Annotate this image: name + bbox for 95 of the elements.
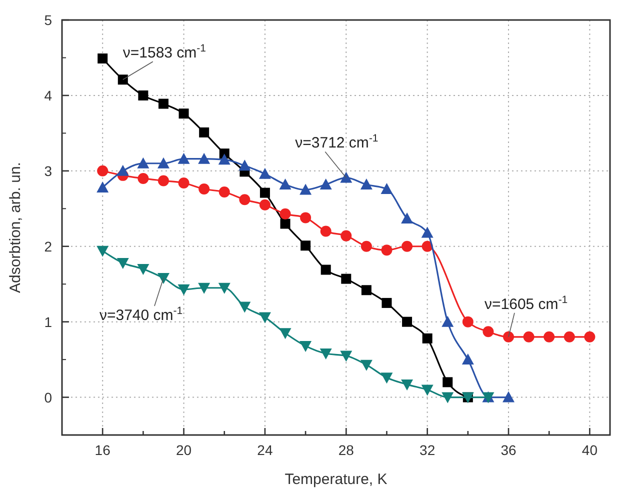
point <box>401 379 414 390</box>
point <box>300 184 312 195</box>
point <box>198 282 210 294</box>
point <box>137 264 150 275</box>
point <box>137 157 150 168</box>
point <box>340 172 352 183</box>
point <box>218 282 230 294</box>
point <box>482 326 494 338</box>
point <box>360 240 372 252</box>
point <box>382 298 392 308</box>
annotation: ν=3740 cm$^{-1}$ <box>99 305 183 324</box>
point <box>178 284 190 296</box>
point <box>462 354 474 365</box>
point <box>360 360 372 371</box>
point <box>422 333 432 344</box>
point <box>360 178 372 190</box>
point <box>380 372 393 384</box>
point <box>98 53 108 64</box>
point <box>502 391 515 402</box>
point <box>300 240 311 251</box>
x-tick-label: 16 <box>94 442 111 458</box>
y-tick-label: 3 <box>44 162 52 179</box>
point <box>258 168 271 179</box>
point <box>523 331 534 342</box>
x-tick-label: 20 <box>176 442 192 458</box>
point <box>96 182 109 193</box>
point <box>421 384 434 396</box>
x-tick-label: 32 <box>420 442 436 458</box>
point <box>178 177 190 188</box>
point <box>118 74 128 85</box>
point <box>178 152 190 164</box>
point <box>320 178 332 190</box>
point <box>401 212 414 224</box>
point <box>218 186 230 198</box>
point <box>442 377 453 388</box>
point <box>198 184 210 195</box>
point <box>260 188 270 198</box>
x-tick-label: 28 <box>338 442 354 458</box>
point <box>402 240 413 252</box>
y-tick-label: 2 <box>44 238 52 254</box>
point <box>320 226 332 237</box>
point <box>158 98 168 109</box>
annotation: ν=1605 cm$^{-1}$ <box>484 294 568 313</box>
point <box>402 316 412 327</box>
point <box>138 90 148 100</box>
y-tick-label: 1 <box>44 314 52 330</box>
point <box>462 316 474 328</box>
point <box>544 331 555 342</box>
point <box>361 285 372 296</box>
x-tick-label: 24 <box>257 442 273 458</box>
point <box>158 175 169 186</box>
point <box>442 392 454 404</box>
annotation: ν=3712 cm$^{-1}$ <box>295 132 378 152</box>
point <box>116 164 129 176</box>
point <box>340 350 352 362</box>
point <box>239 194 250 206</box>
point <box>442 316 454 327</box>
point <box>279 328 292 340</box>
point <box>380 183 393 194</box>
point <box>218 154 230 165</box>
point <box>96 246 109 257</box>
y-tick-label: 0 <box>44 389 52 406</box>
y-axis-title: Adsorbtion, arb. un. <box>7 162 24 293</box>
point <box>178 108 189 119</box>
point <box>97 165 108 176</box>
x-axis-title: Temperature, K <box>284 471 388 488</box>
point <box>280 208 291 220</box>
point <box>341 274 352 284</box>
point <box>138 172 149 184</box>
y-tick-label: 5 <box>44 12 52 28</box>
point <box>198 152 210 164</box>
point <box>116 258 129 269</box>
point <box>300 212 312 224</box>
point <box>564 331 575 342</box>
point <box>258 312 271 324</box>
point <box>259 199 270 210</box>
point <box>421 226 434 238</box>
point <box>300 340 312 352</box>
point <box>340 230 352 242</box>
y-tick-label: 4 <box>44 87 52 104</box>
point <box>157 273 170 284</box>
point <box>320 264 331 275</box>
point <box>503 331 514 342</box>
point <box>381 244 392 256</box>
annotation: ν=1583 cm$^{-1}$ <box>122 42 206 62</box>
point <box>584 331 596 342</box>
x-tick-label: 40 <box>582 442 598 458</box>
point <box>280 218 290 229</box>
point <box>279 178 292 190</box>
point <box>320 348 332 360</box>
point <box>238 160 251 171</box>
x-tick-label: 36 <box>500 442 517 458</box>
point <box>199 127 210 138</box>
point <box>238 302 251 313</box>
point <box>157 157 170 168</box>
